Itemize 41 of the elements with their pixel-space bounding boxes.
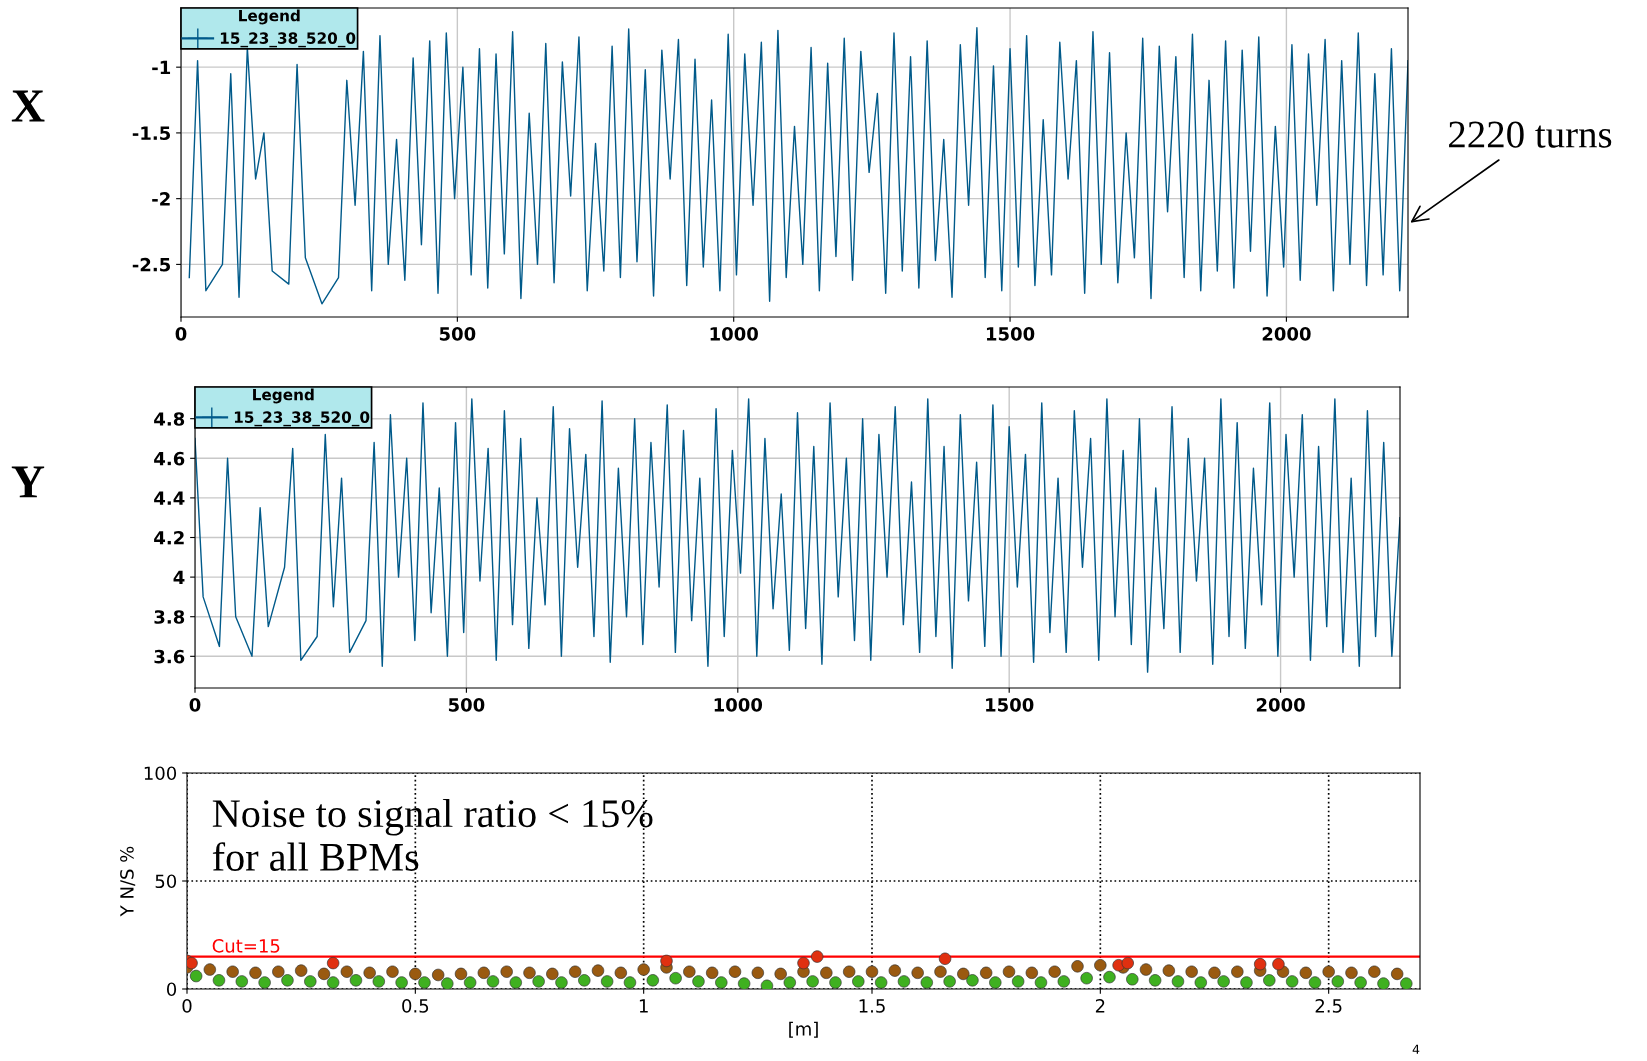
x-tick-label: 1500 [986, 327, 1035, 341]
x-tick-label: 1.5 [859, 999, 885, 1013]
ref-line-label: Cut=15 [212, 939, 280, 953]
y-tick-label: -1 [152, 60, 171, 75]
y-tick-label: 3.8 [154, 610, 185, 624]
y-tick-label: 3.6 [154, 649, 185, 664]
y-tick-label: -1.5 [132, 126, 171, 141]
y-tick-label: 4.2 [154, 530, 184, 545]
text: 2220 turns [1449, 121, 1612, 148]
y-tick-label: 4.8 [154, 412, 185, 426]
legend-label: 15_23_38_520_0 [220, 32, 356, 48]
text: 4 [1412, 1044, 1420, 1054]
legend-label: 15_23_38_520_0 [234, 411, 370, 427]
y-axis-title: Y [11, 466, 45, 498]
y-axis-title: Y N/S % [120, 846, 136, 917]
legend-title: Legend [239, 9, 300, 25]
y-tick-label: 100 [144, 766, 177, 781]
line-series [188, 27, 1408, 305]
y-tick-label: 4 [173, 570, 185, 584]
y-tick-label: 4.6 [154, 451, 185, 466]
x-tick-label: 1000 [710, 327, 758, 341]
x-tick-label: 0.5 [402, 999, 429, 1013]
legend-title: Legend [253, 388, 314, 404]
annotation: Noise to signal ratio < 15% for all BPMs [212, 798, 653, 871]
x-tick-label: 2000 [1256, 698, 1305, 712]
x-tick-label: 0 [189, 698, 201, 712]
x-tick-label: 2000 [1262, 327, 1311, 341]
x-tick-label: 1 [639, 999, 648, 1013]
x-tick-label: 500 [448, 698, 485, 712]
y-tick-label: 0 [166, 982, 177, 997]
y-tick-label: 50 [155, 874, 177, 889]
x-tick-label: 1000 [714, 698, 763, 712]
y-tick-label: 4.4 [154, 491, 185, 505]
x-tick-label: 2.5 [1315, 999, 1342, 1013]
x-tick-label: 1500 [986, 698, 1034, 712]
x-axis-title: [m] [789, 1021, 818, 1038]
y-tick-label: -2 [152, 192, 170, 206]
x-tick-label: 500 [439, 327, 476, 341]
x-tick-label: 2 [1095, 999, 1105, 1013]
y-axis-title: X [11, 90, 45, 122]
y-tick-label: -2.5 [132, 257, 171, 272]
